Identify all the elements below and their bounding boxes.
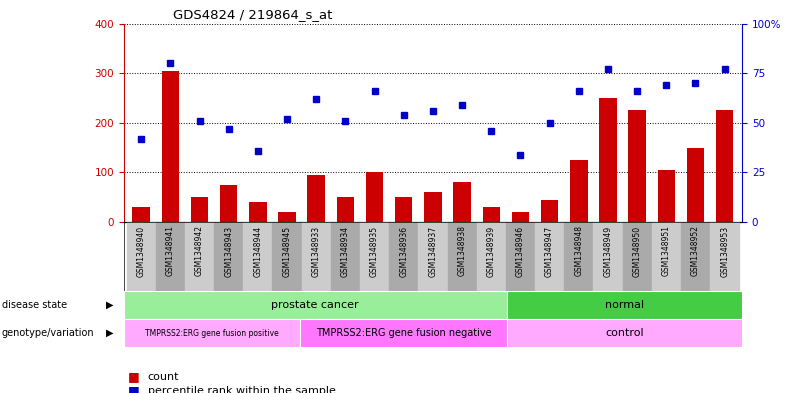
Text: GSM1348948: GSM1348948	[575, 226, 583, 277]
Bar	[716, 110, 733, 222]
Text: control: control	[605, 328, 644, 338]
Bar	[570, 160, 587, 222]
Text: GSM1348933: GSM1348933	[312, 226, 321, 277]
Bar	[124, 291, 507, 319]
Bar	[564, 222, 594, 291]
Text: percentile rank within the sample: percentile rank within the sample	[148, 386, 335, 393]
Text: ■: ■	[128, 370, 140, 384]
Text: GSM1348953: GSM1348953	[720, 226, 729, 277]
Text: GSM1348939: GSM1348939	[487, 226, 496, 277]
Text: normal: normal	[605, 300, 644, 310]
Bar	[279, 212, 296, 222]
Text: GSM1348934: GSM1348934	[341, 226, 350, 277]
Bar	[599, 98, 617, 222]
Text: count: count	[148, 372, 179, 382]
Text: GSM1348946: GSM1348946	[516, 226, 525, 277]
Text: GDS4824 / 219864_s_at: GDS4824 / 219864_s_at	[173, 8, 333, 21]
Text: GSM1348945: GSM1348945	[282, 226, 291, 277]
Bar	[658, 170, 675, 222]
Text: GSM1348935: GSM1348935	[370, 226, 379, 277]
Text: ▶: ▶	[105, 300, 113, 310]
Bar	[337, 197, 354, 222]
Bar	[389, 222, 418, 291]
Bar	[360, 222, 389, 291]
Bar	[307, 175, 325, 222]
Bar	[476, 222, 506, 291]
Bar	[594, 222, 622, 291]
Bar	[418, 222, 448, 291]
Bar	[365, 173, 383, 222]
Bar	[331, 222, 360, 291]
Bar	[132, 207, 150, 222]
Bar	[124, 319, 300, 347]
Text: GSM1348943: GSM1348943	[224, 226, 233, 277]
Text: GSM1348936: GSM1348936	[399, 226, 409, 277]
Bar	[448, 222, 476, 291]
Text: GSM1348951: GSM1348951	[662, 226, 671, 277]
Bar	[506, 222, 535, 291]
Text: GSM1348952: GSM1348952	[691, 226, 700, 277]
Bar	[185, 222, 214, 291]
Text: GSM1348941: GSM1348941	[166, 226, 175, 277]
Text: GSM1348942: GSM1348942	[195, 226, 204, 277]
Bar	[622, 222, 652, 291]
Bar	[681, 222, 710, 291]
Bar	[710, 222, 739, 291]
Bar	[272, 222, 302, 291]
Bar	[214, 222, 243, 291]
Text: GSM1348944: GSM1348944	[254, 226, 263, 277]
Text: TMPRSS2:ERG gene fusion positive: TMPRSS2:ERG gene fusion positive	[145, 329, 279, 338]
Bar	[652, 222, 681, 291]
Bar	[541, 200, 559, 222]
Text: disease state: disease state	[2, 300, 67, 310]
Bar	[425, 192, 441, 222]
Bar	[191, 197, 208, 222]
Bar	[453, 182, 471, 222]
Bar	[535, 222, 564, 291]
Bar	[628, 110, 646, 222]
Bar	[512, 212, 529, 222]
Bar	[507, 319, 742, 347]
Text: GSM1348938: GSM1348938	[457, 226, 467, 277]
Bar	[220, 185, 238, 222]
Text: TMPRSS2:ERG gene fusion negative: TMPRSS2:ERG gene fusion negative	[316, 328, 492, 338]
Bar	[300, 319, 507, 347]
Text: GSM1348940: GSM1348940	[136, 226, 146, 277]
Bar	[127, 222, 156, 291]
Bar	[249, 202, 267, 222]
Text: GSM1348950: GSM1348950	[633, 226, 642, 277]
Bar	[162, 71, 179, 222]
Text: prostate cancer: prostate cancer	[271, 300, 359, 310]
Text: genotype/variation: genotype/variation	[2, 328, 94, 338]
Text: GSM1348937: GSM1348937	[429, 226, 437, 277]
Bar	[243, 222, 272, 291]
Text: GSM1348947: GSM1348947	[545, 226, 554, 277]
Bar	[302, 222, 331, 291]
Text: GSM1348949: GSM1348949	[603, 226, 612, 277]
Bar	[156, 222, 185, 291]
Text: ■: ■	[128, 384, 140, 393]
Bar	[507, 291, 742, 319]
Bar	[687, 148, 704, 222]
Text: ▶: ▶	[105, 328, 113, 338]
Bar	[483, 207, 500, 222]
Bar	[395, 197, 413, 222]
